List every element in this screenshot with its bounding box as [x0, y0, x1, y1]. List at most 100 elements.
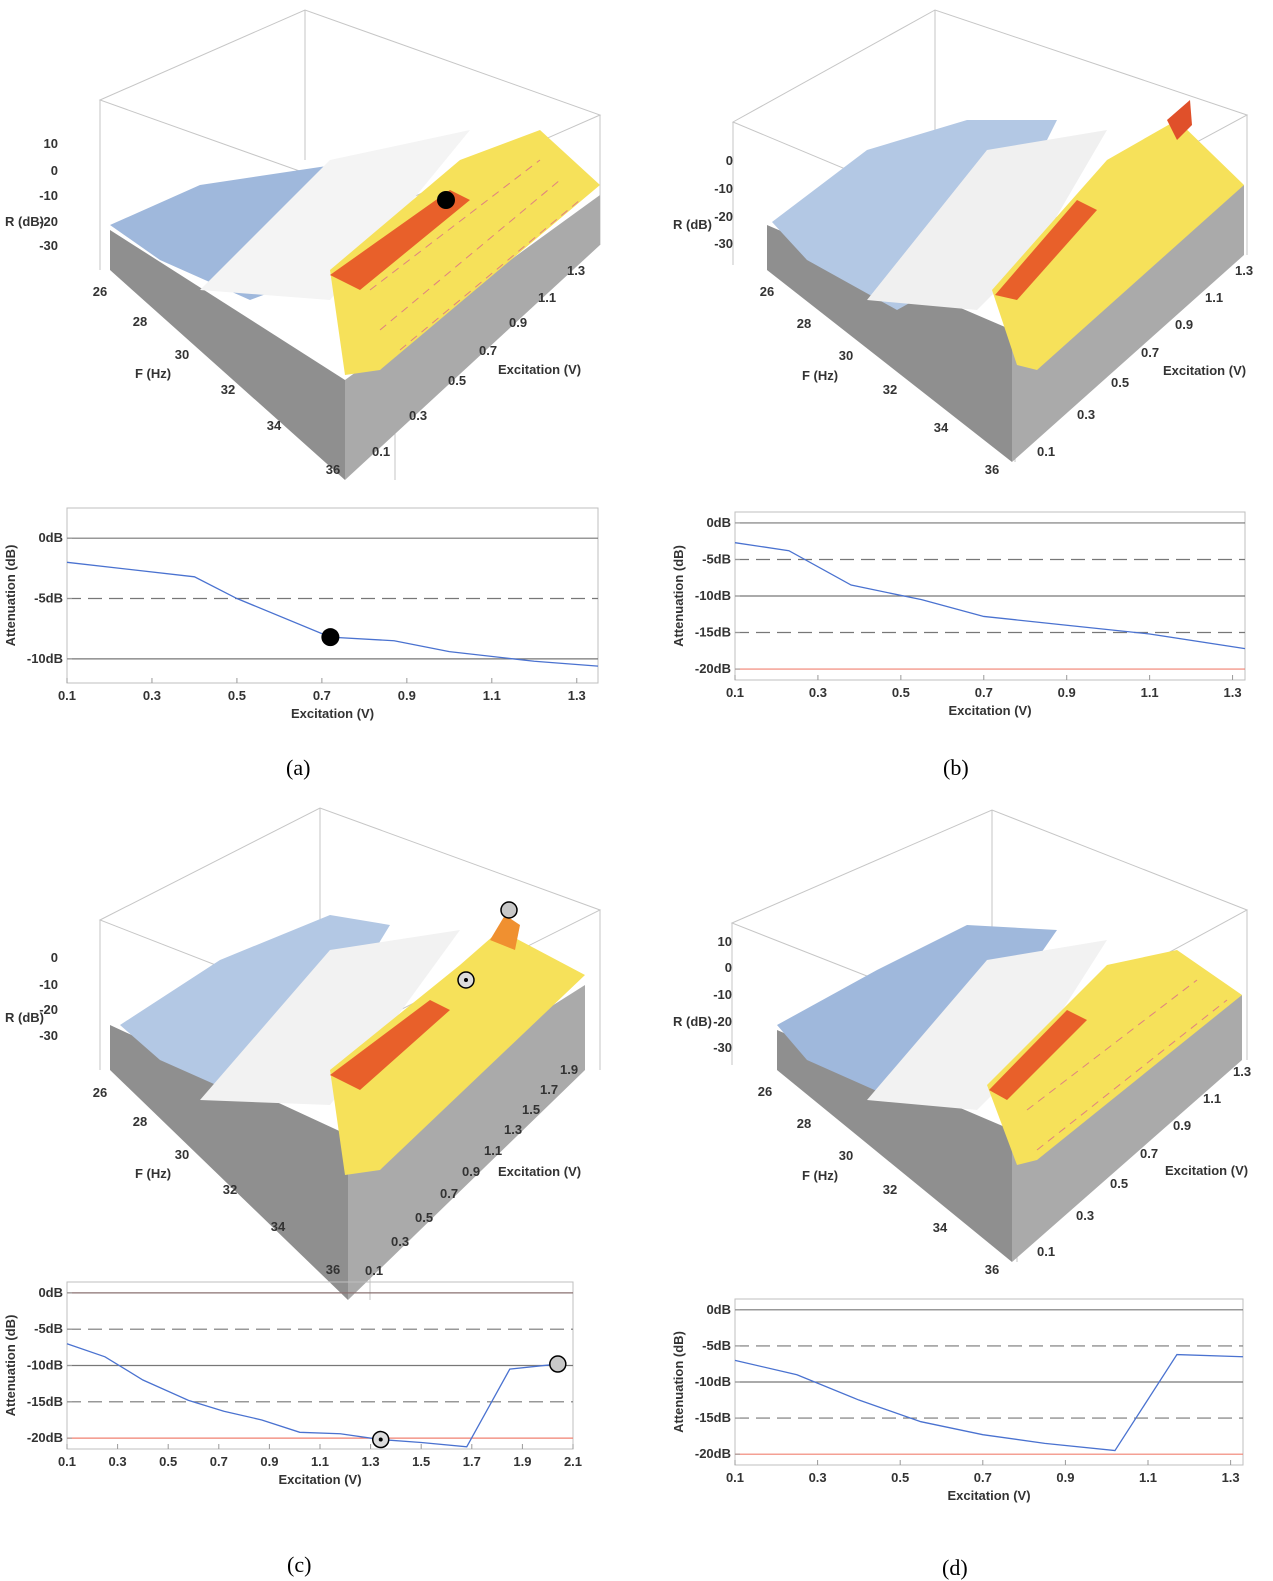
f-tick: 36	[326, 462, 340, 477]
surface-b-orange-peak	[1167, 100, 1192, 140]
z-tick: -30	[714, 236, 733, 251]
surface-c-e-ticks: 1.9 1.7 1.5 1.3 1.1 0.9 0.7 0.5 0.3 0.1	[365, 1062, 578, 1278]
x-tick-label: 0.7	[975, 685, 993, 700]
x-tick-label: 0.9	[398, 688, 416, 703]
surface-a-e-label: Excitation (V)	[498, 362, 581, 377]
marker-grey-dot	[549, 1355, 567, 1373]
x-tick-label: 0.1	[726, 685, 744, 700]
x-tick-label: 0.5	[159, 1454, 177, 1469]
surface-a-floor	[345, 195, 600, 480]
surface-b-z-label: R (dB)	[673, 217, 712, 232]
e-tick: 0.3	[391, 1234, 409, 1249]
surface-d-z-ticks: 10 0 -10 -20 -30	[713, 934, 732, 1055]
z-tick: -20	[713, 1014, 732, 1029]
e-tick: 1.9	[560, 1062, 578, 1077]
y-axis-label: Attenuation (dB)	[671, 545, 686, 647]
f-tick: 34	[267, 418, 282, 433]
y-tick-label: -10dB	[695, 1374, 731, 1389]
x-tick-label: 1.7	[463, 1454, 481, 1469]
caption-c: (c)	[287, 1552, 312, 1577]
y-axis-label: Attenuation (dB)	[671, 1331, 686, 1433]
e-tick: 0.3	[1077, 407, 1095, 422]
surface-b-floor	[1012, 185, 1244, 462]
surface-a-f-label: F (Hz)	[135, 366, 171, 381]
z-tick: 0	[51, 950, 58, 965]
surface-d-floor	[1012, 995, 1242, 1262]
e-tick: 1.3	[1235, 263, 1253, 278]
z-tick: 0	[725, 960, 732, 975]
e-tick: 0.9	[1175, 317, 1193, 332]
f-tick: 34	[271, 1219, 286, 1234]
e-tick: 0.5	[448, 373, 466, 388]
z-tick: -30	[713, 1040, 732, 1055]
surface-d-yellow-region	[987, 950, 1242, 1165]
x-tick-label: 0.9	[1056, 1470, 1074, 1485]
e-tick: 1.3	[567, 263, 585, 278]
surface-b-e-label: Excitation (V)	[1163, 363, 1246, 378]
e-tick: 1.7	[540, 1082, 558, 1097]
e-tick: 1.5	[522, 1102, 540, 1117]
y-tick-label: 0dB	[706, 515, 731, 530]
plot-frame	[734, 511, 1246, 681]
z-tick: 10	[44, 136, 58, 151]
x-tick-label: 0.1	[58, 1454, 76, 1469]
surface-d-orange-region	[989, 1010, 1087, 1100]
f-tick: 30	[839, 348, 853, 363]
surface-plot-a: 10 0 -10 -20 -30 R (dB) 26 28 30 32 34 3…	[5, 9, 602, 480]
surface-b-e-ticks: 1.3 1.1 0.9 0.7 0.5 0.3 0.1	[1037, 263, 1253, 459]
surface-d-f-label: F (Hz)	[802, 1168, 838, 1183]
surface-a-z-ticks: 10 0 -10 -20 -30	[39, 136, 58, 253]
surface-d-shadow	[777, 1030, 1012, 1262]
attenuation-line	[734, 1353, 1244, 1452]
x-tick-label: 0.3	[809, 1470, 827, 1485]
surface-d-contour	[1026, 979, 1228, 1151]
f-tick: 30	[839, 1148, 853, 1163]
y-tick-label: -10dB	[27, 1358, 63, 1373]
panel-a: 10 0 -10 -20 -30 R (dB) 26 28 30 32 34 3…	[0, 0, 620, 780]
e-tick: 0.9	[462, 1164, 480, 1179]
y-tick-label: -20dB	[27, 1430, 63, 1445]
e-tick: 0.7	[1140, 1146, 1158, 1161]
x-tick-label: 1.3	[362, 1454, 380, 1469]
f-tick: 36	[985, 1262, 999, 1277]
e-tick: 0.1	[372, 444, 390, 459]
surface-c-white-region	[200, 930, 460, 1105]
f-tick: 28	[797, 1116, 811, 1131]
e-tick: 0.7	[479, 343, 497, 358]
surface-b-yellow-region	[992, 120, 1244, 370]
surface-b-white-region	[867, 130, 1107, 310]
x-tick-label: 2.1	[564, 1454, 582, 1469]
e-tick: 0.9	[509, 315, 527, 330]
y-tick-label: 0dB	[38, 530, 63, 545]
surface-d-white-region	[867, 940, 1107, 1110]
marker-black-dot	[321, 628, 340, 647]
y-tick-label: -5dB	[702, 551, 731, 566]
z-tick: -10	[714, 181, 733, 196]
x-axis-label: Excitation (V)	[291, 706, 374, 721]
x-tick-label: 1.3	[568, 688, 586, 703]
surface-b-f-ticks: 26 28 30 32 34 36	[760, 284, 999, 477]
surface-plot-c: 0 -10 -20 -30 R (dB) 26 28 30 32 34 36 F…	[5, 807, 602, 1300]
surface-d-e-ticks: 1.3 1.1 0.9 0.7 0.5 0.3 0.1	[1037, 1064, 1251, 1259]
surface-a-contour	[369, 159, 581, 351]
surface-c-shadow	[110, 1025, 348, 1300]
f-tick: 26	[93, 1085, 107, 1100]
x-tick-label: 1.1	[311, 1454, 329, 1469]
x-tick-label: 1.3	[1224, 685, 1242, 700]
e-tick: 1.1	[1203, 1091, 1221, 1106]
e-tick: 0.1	[1037, 444, 1055, 459]
attenuation-line	[734, 542, 1246, 650]
f-tick: 32	[221, 382, 235, 397]
z-tick: -10	[713, 987, 732, 1002]
y-tick-label: -10dB	[695, 588, 731, 603]
f-tick: 26	[760, 284, 774, 299]
marker-dotted-center	[378, 1437, 383, 1442]
y-axis-label: Attenuation (dB)	[3, 1315, 18, 1417]
y-tick-label: -20dB	[695, 1446, 731, 1461]
z-tick: 10	[718, 934, 732, 949]
f-tick: 36	[326, 1262, 340, 1277]
caption-d: (d)	[942, 1555, 968, 1580]
panel-b: 0 -10 -20 -30 R (dB) 26 28 30 32 34 36 F…	[637, 0, 1273, 780]
surface-a-yellow-region	[330, 130, 600, 375]
surface-a-e-ticks: 1.3 1.1 0.9 0.7 0.5 0.3 0.1	[372, 263, 585, 459]
